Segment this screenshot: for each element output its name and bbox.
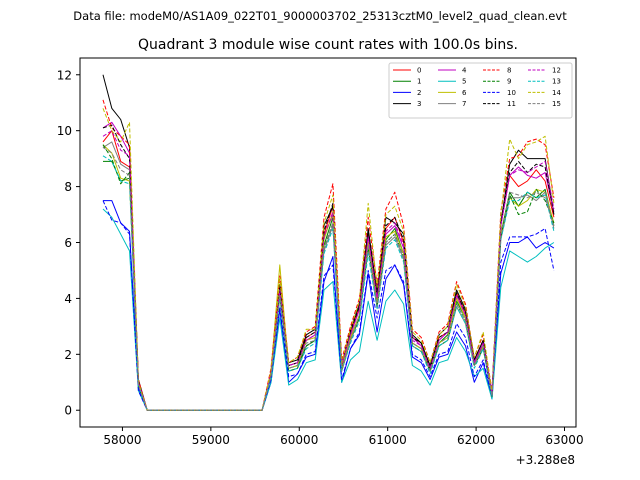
legend-label-4: 4 — [462, 67, 467, 75]
chart-title: Quadrant 3 module wise count rates with … — [138, 37, 518, 53]
legend-label-12: 12 — [552, 67, 561, 75]
y-tick-label: 6 — [64, 236, 72, 250]
data-file-header: Data file: modeM0/AS1A09_022T01_90000037… — [73, 9, 567, 23]
x-axis: 58000 59000 60000 61000 62000 63000 — [103, 427, 584, 447]
y-tick-label: 4 — [64, 292, 72, 306]
series-line-6 — [102, 144, 555, 411]
legend-label-14: 14 — [552, 89, 561, 97]
x-offset-label: +3.288e8 — [516, 453, 575, 467]
series-line-15 — [102, 147, 555, 411]
x-tick-label: 58000 — [103, 433, 141, 447]
legend-label-8: 8 — [507, 67, 511, 75]
y-axis: 0 2 4 6 8 10 12 — [57, 68, 80, 418]
x-tick-label: 62000 — [457, 433, 495, 447]
legend-label-11: 11 — [507, 100, 516, 108]
x-tick-label: 60000 — [280, 433, 318, 447]
legend-label-15: 15 — [552, 100, 561, 108]
series-line-7 — [102, 141, 555, 411]
legend-label-2: 2 — [417, 89, 421, 97]
y-tick-label: 12 — [57, 68, 72, 82]
y-tick-label: 2 — [64, 348, 72, 362]
y-tick-label: 10 — [57, 124, 72, 138]
x-tick-label: 63000 — [545, 433, 583, 447]
series-line-12 — [102, 130, 555, 411]
plot-area — [102, 74, 555, 411]
legend-label-7: 7 — [462, 100, 466, 108]
legend-label-1: 1 — [417, 78, 421, 86]
legend-label-3: 3 — [417, 100, 421, 108]
y-tick-label: 0 — [64, 404, 72, 418]
legend-label-5: 5 — [462, 78, 466, 86]
legend-label-10: 10 — [507, 89, 516, 97]
y-tick-label: 8 — [64, 180, 72, 194]
legend-box — [388, 62, 573, 119]
x-tick-label: 61000 — [369, 433, 407, 447]
legend-label-0: 0 — [417, 67, 421, 75]
series-line-9 — [102, 144, 555, 411]
legend-label-13: 13 — [552, 78, 561, 86]
legend-label-6: 6 — [462, 89, 467, 97]
x-tick-label: 59000 — [192, 433, 230, 447]
legend-label-9: 9 — [507, 78, 511, 86]
